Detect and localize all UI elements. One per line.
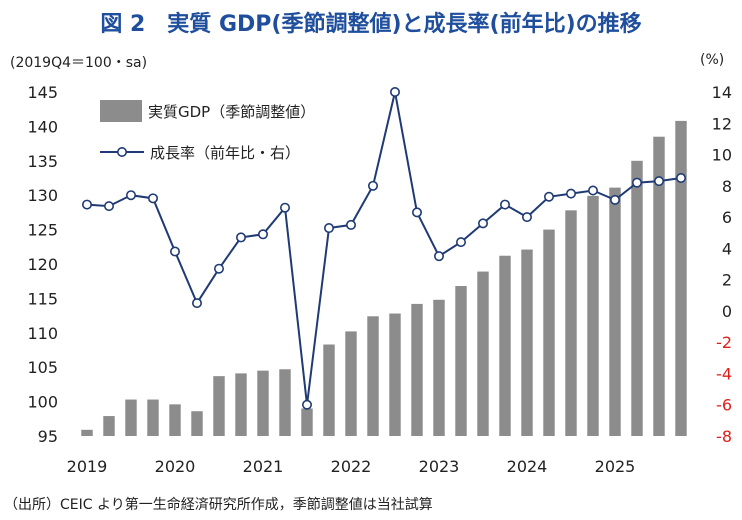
- source-note: （出所）CEIC より第一生命経済研究所作成，季節調整値は当社試算: [4, 497, 433, 513]
- right-tick-label: 10: [712, 146, 732, 165]
- growth-rate-point: [236, 232, 247, 243]
- gdp-bar: [631, 160, 643, 437]
- left-tick-label: 120: [27, 255, 58, 274]
- growth-rate-point: [587, 185, 598, 196]
- right-tick-label: -4: [716, 364, 732, 383]
- left-axis-unit: (2019Q4＝100・sa): [10, 55, 148, 71]
- right-tick-label: 2: [722, 271, 732, 290]
- gdp-bar: [279, 369, 291, 436]
- growth-rate-point: [543, 191, 554, 202]
- gdp-bar: [587, 195, 599, 436]
- x-tick-label: 2025: [595, 457, 636, 476]
- gdp-bar: [609, 187, 621, 436]
- right-tick-label: -2: [716, 333, 732, 352]
- growth-rate-point: [323, 223, 334, 234]
- growth-rate-point: [433, 251, 444, 262]
- gdp-bar: [455, 286, 467, 436]
- gdp-bar: [411, 303, 423, 436]
- growth-rate-point: [631, 177, 642, 188]
- growth-rate-point: [104, 201, 115, 212]
- gdp-bar: [565, 210, 577, 436]
- left-tick-label: 100: [27, 393, 58, 412]
- x-tick-label: 2019: [67, 457, 108, 476]
- gdp-bar: [433, 299, 445, 436]
- growth-rate-point: [301, 399, 312, 410]
- growth-rate-point: [499, 199, 510, 210]
- legend-line-label: 成長率（前年比・右）: [150, 144, 300, 162]
- left-tick-label: 140: [27, 117, 58, 136]
- right-tick-label: 12: [712, 114, 732, 133]
- gdp-bar: [521, 249, 533, 436]
- growth-rate-point: [565, 188, 576, 199]
- gdp-bar: [169, 404, 181, 436]
- growth-rate-point: [257, 229, 268, 240]
- growth-rate-point: [521, 212, 532, 223]
- gdp-bar: [675, 120, 687, 437]
- left-tick-label: 145: [27, 83, 58, 102]
- growth-rate-point: [345, 219, 356, 230]
- growth-rate-point: [192, 298, 203, 309]
- gdp-bar: [213, 376, 225, 436]
- growth-rate-point: [455, 237, 466, 248]
- x-tick-label: 2021: [243, 457, 284, 476]
- gdp-bar: [81, 429, 93, 436]
- growth-rate-point: [675, 173, 686, 184]
- growth-rate-point: [170, 246, 181, 257]
- growth-rate-point: [214, 263, 225, 274]
- gdp-bar: [257, 370, 269, 436]
- legend-line-marker: [117, 147, 128, 158]
- growth-rate-point: [126, 190, 137, 201]
- right-tick-label: 14: [712, 83, 732, 102]
- gdp-bar: [301, 408, 313, 436]
- right-axis-unit: (%): [700, 52, 725, 68]
- left-tick-label: 130: [27, 186, 58, 205]
- gdp-bar: [191, 411, 203, 436]
- x-tick-label: 2022: [331, 457, 372, 476]
- left-tick-label: 115: [27, 289, 58, 308]
- right-tick-label: 6: [722, 208, 732, 227]
- growth-rate-point: [411, 207, 422, 218]
- gdp-bar: [125, 399, 137, 436]
- right-tick-label: 8: [722, 177, 732, 196]
- left-tick-label: 95: [38, 427, 58, 446]
- gdp-bar: [323, 344, 335, 436]
- left-tick-label: 135: [27, 152, 58, 171]
- growth-rate-point: [82, 199, 93, 210]
- chart-title: 図 2 実質 GDP(季節調整値)と成長率(前年比)の推移: [100, 12, 642, 37]
- growth-rate-point: [389, 87, 400, 98]
- gdp-bar: [367, 316, 379, 436]
- gdp-bar: [477, 271, 489, 436]
- x-tick-label: 2024: [507, 457, 548, 476]
- x-tick-label: 2023: [419, 457, 460, 476]
- gdp-bar: [147, 399, 159, 436]
- growth-rate-point: [653, 176, 664, 187]
- gdp-bar: [389, 313, 401, 436]
- left-tick-label: 110: [27, 324, 58, 343]
- gdp-bar: [345, 331, 357, 436]
- gdp-bar: [103, 416, 115, 436]
- gdp-bar: [653, 136, 665, 436]
- growth-rate-point: [609, 194, 620, 205]
- right-tick-label: 4: [722, 239, 732, 258]
- left-tick-label: 105: [27, 358, 58, 377]
- right-tick-label: 0: [722, 302, 732, 321]
- growth-rate-point: [367, 180, 378, 191]
- right-tick-label: -8: [716, 427, 732, 446]
- legend-bar-label: 実質GDP（季節調整値）: [148, 103, 315, 121]
- right-tick-label: -6: [716, 396, 732, 415]
- growth-rate-point: [279, 202, 290, 213]
- left-tick-label: 125: [27, 221, 58, 240]
- gdp-bar: [235, 373, 247, 436]
- gdp-bar: [543, 229, 555, 436]
- legend-bar-swatch: [100, 100, 142, 122]
- gdp-bar: [499, 255, 511, 436]
- growth-rate-point: [477, 218, 488, 229]
- growth-rate-point: [148, 193, 159, 204]
- growth-rate-line: [86, 91, 682, 405]
- x-tick-label: 2020: [155, 457, 196, 476]
